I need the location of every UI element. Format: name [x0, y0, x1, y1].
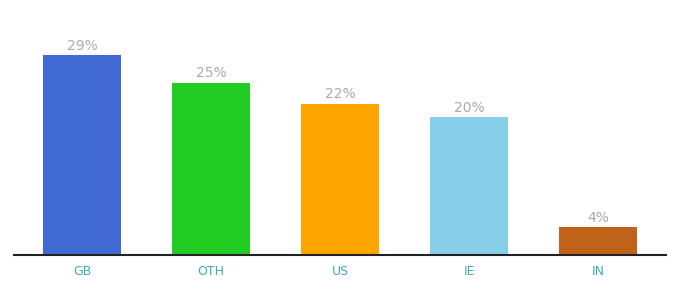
Bar	[560, 227, 636, 255]
Text: 29%: 29%	[67, 39, 97, 53]
Bar	[172, 83, 250, 255]
Bar	[301, 103, 379, 255]
Text: 4%: 4%	[587, 211, 609, 225]
Bar	[430, 117, 508, 255]
Bar	[44, 56, 120, 255]
Text: 20%: 20%	[454, 100, 484, 115]
Text: 25%: 25%	[196, 66, 226, 80]
Text: 22%: 22%	[324, 87, 356, 101]
